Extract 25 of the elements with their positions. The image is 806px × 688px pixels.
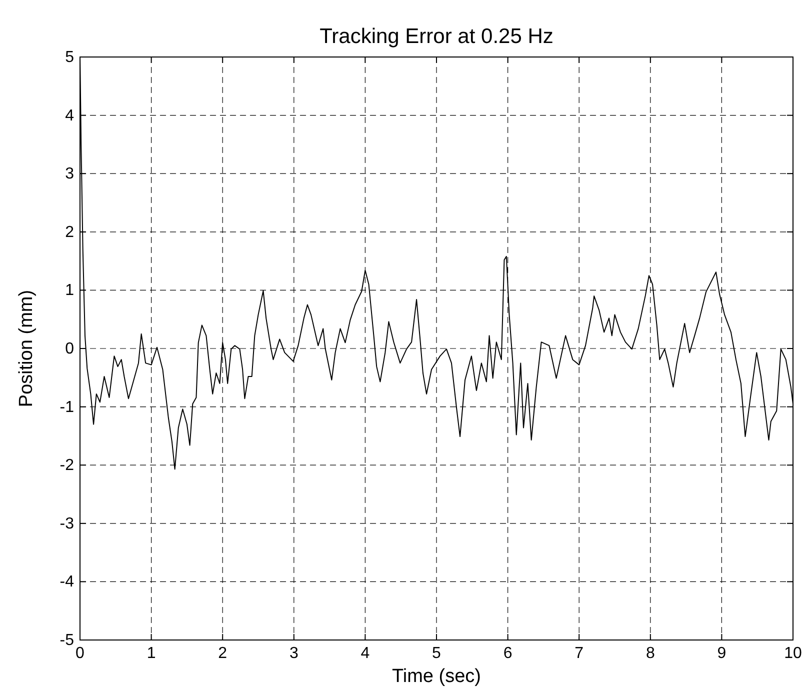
y-tick-label: -1 <box>60 398 74 416</box>
y-tick-label: -4 <box>60 574 74 591</box>
y-tick-label: -2 <box>60 457 74 474</box>
x-tick-label: 0 <box>76 645 85 662</box>
x-tick-label: 7 <box>574 645 584 662</box>
y-tick-label: 2 <box>65 224 74 241</box>
x-tick-label: 10 <box>784 645 802 662</box>
x-tick-label: 5 <box>432 645 442 662</box>
y-tick-label: 3 <box>65 166 74 183</box>
y-tick-label: 0 <box>65 340 74 358</box>
x-tick-label: 3 <box>289 645 298 662</box>
y-tick-label: 4 <box>65 107 74 124</box>
x-tick-label: 8 <box>646 645 655 662</box>
x-axis-title: Time (sec) <box>392 666 482 687</box>
y-tick-label: -5 <box>60 632 74 649</box>
x-tick-label: 1 <box>146 645 156 662</box>
x-tick-label: 4 <box>360 645 370 662</box>
x-tick-label: 9 <box>717 645 726 662</box>
y-axis-title: Position (mm) <box>16 290 37 408</box>
x-tick-label: 6 <box>503 645 512 662</box>
y-tick-label: 1 <box>65 282 74 300</box>
chart-title: Tracking Error at 0.25 Hz <box>320 25 554 48</box>
y-tick-label: 5 <box>65 49 74 66</box>
y-tick-label: -3 <box>60 515 74 532</box>
x-tick-label: 2 <box>218 645 228 662</box>
